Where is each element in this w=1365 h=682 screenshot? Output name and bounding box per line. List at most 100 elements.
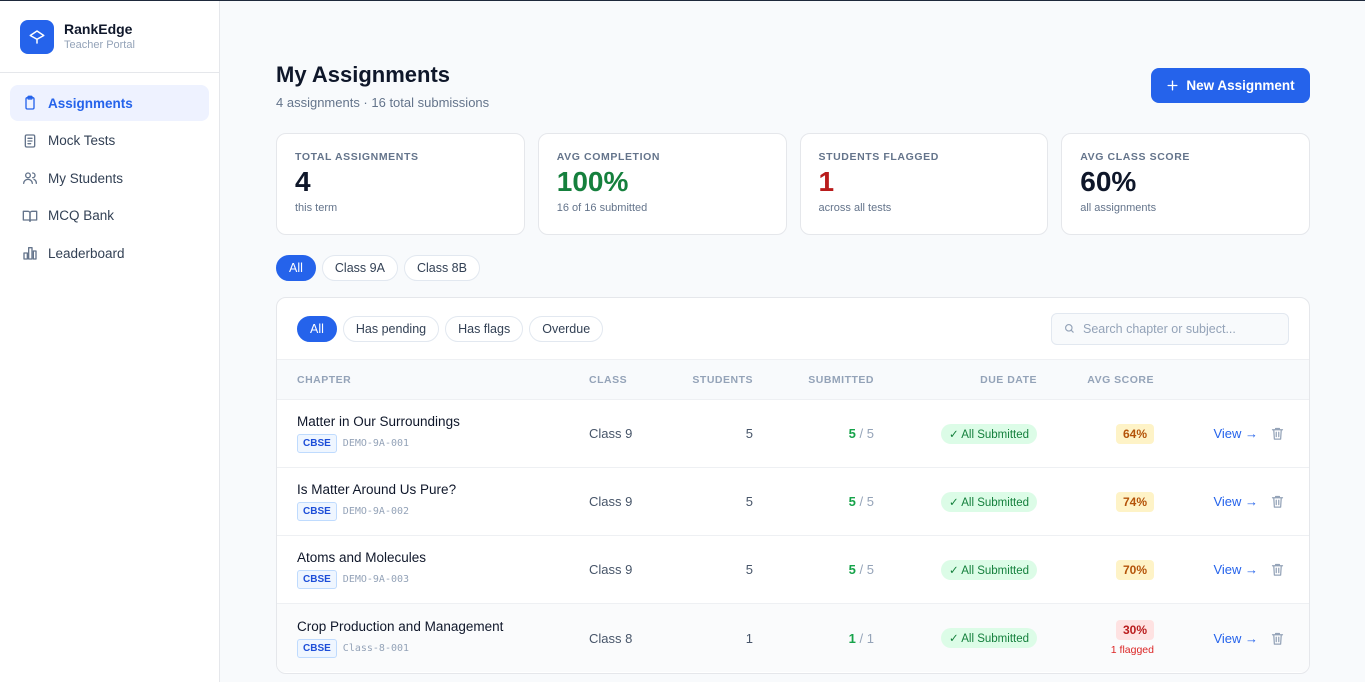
- score-badge: 74%: [1115, 491, 1154, 512]
- status-badge: ✓ All Submitted: [941, 491, 1037, 512]
- view-link[interactable]: View →: [1213, 562, 1258, 577]
- search-input[interactable]: [1083, 321, 1273, 336]
- class-cell: Class 8: [589, 630, 633, 646]
- sidebar-item-assignments[interactable]: Assignments: [10, 85, 209, 121]
- book-icon: [22, 210, 38, 222]
- sidebar-item-mock-tests[interactable]: Mock Tests: [10, 123, 209, 159]
- column-header-class[interactable]: CLASS: [589, 373, 628, 386]
- trash-icon[interactable]: [1270, 426, 1285, 441]
- stat-label: AVG CLASS SCORE: [1080, 151, 1190, 163]
- stat-note: this term: [295, 202, 338, 214]
- view-link[interactable]: View →: [1213, 494, 1258, 509]
- chapter-title: Atoms and Molecules: [297, 550, 427, 565]
- tab-class-9a[interactable]: Class 9A: [321, 255, 398, 281]
- students-cell: 5: [745, 562, 753, 577]
- column-header-students[interactable]: STUDENTS: [692, 373, 753, 386]
- submitted-count: 1: [848, 630, 856, 646]
- sidebar-item-label: Mock Tests: [48, 133, 116, 148]
- table-row[interactable]: Matter in Our Surroundings CBSE DEMO-9A-…: [277, 400, 1309, 468]
- status-badge: ✓ All Submitted: [941, 423, 1037, 444]
- assignment-code: DEMO-9A-003: [342, 574, 410, 585]
- stat-value: 60%: [1080, 166, 1137, 197]
- score-badge: 64%: [1115, 423, 1154, 444]
- assignments-table-card: All Has pending Has flags Overdue CHAPTE…: [276, 297, 1310, 674]
- stat-label: AVG COMPLETION: [556, 151, 661, 163]
- submitted-total: / 1: [859, 630, 874, 646]
- submitted-count: 5: [848, 562, 856, 577]
- column-header-due-date[interactable]: DUE DATE: [980, 373, 1037, 386]
- submitted-count: 5: [848, 426, 856, 441]
- submitted-cell: 5 / 5: [753, 562, 874, 577]
- stat-label: STUDENTS FLAGGED: [818, 151, 939, 163]
- table-row[interactable]: Is Matter Around Us Pure? CBSE DEMO-9A-0…: [277, 468, 1309, 536]
- sidebar-item-label: Assignments: [48, 95, 133, 111]
- stat-value: 4: [295, 166, 311, 197]
- score-badge: 70%: [1115, 559, 1154, 580]
- submitted-cell: 5 / 5: [753, 494, 874, 509]
- tab-class-all[interactable]: All: [276, 255, 316, 281]
- assignment-code: DEMO-9A-002: [342, 506, 410, 517]
- filter-bar: All Has pending Has flags Overdue: [277, 298, 1309, 360]
- column-header-avg-score[interactable]: AVG SCORE: [1087, 373, 1154, 386]
- page-subtitle: 4 assignments · 16 total submissions: [276, 95, 490, 110]
- chapter-title: Crop Production and Management: [297, 618, 504, 634]
- stat-value: 1: [818, 166, 835, 197]
- view-link[interactable]: View →: [1213, 426, 1258, 441]
- sidebar-nav: Assignments Mock Tests My Students MCQ B…: [0, 73, 219, 285]
- stat-card-total-assignments: TOTAL ASSIGNMENTS 4 this term: [276, 133, 525, 235]
- status-badge: ✓ All Submitted: [941, 628, 1037, 648]
- board-badge: CBSE: [297, 434, 337, 453]
- board-badge: CBSE: [297, 570, 337, 589]
- class-cell: Class 9: [589, 426, 633, 441]
- assignment-code: DEMO-9A-001: [342, 438, 410, 449]
- stats-row: TOTAL ASSIGNMENTS 4 this term AVG COMPLE…: [276, 133, 1310, 235]
- tab-class-8b[interactable]: Class 8B: [403, 255, 480, 281]
- sidebar-item-leaderboard[interactable]: Leaderboard: [10, 235, 209, 271]
- search-box: [1051, 312, 1289, 345]
- students-cell: 5: [745, 426, 753, 441]
- stat-card-avg-completion: AVG COMPLETION 100% 16 of 16 submitted: [537, 133, 787, 235]
- stat-note: all assignments: [1080, 202, 1157, 214]
- trash-icon[interactable]: [1270, 631, 1285, 646]
- filter-pills: All Has pending Has flags Overdue: [297, 315, 604, 342]
- brand: RankEdge Teacher Portal: [0, 1, 219, 73]
- class-cell: Class 9: [589, 562, 633, 577]
- sidebar-item-my-students[interactable]: My Students: [10, 160, 209, 196]
- stat-note: 16 of 16 submitted: [556, 202, 648, 214]
- trash-icon[interactable]: [1270, 562, 1285, 577]
- sidebar-item-mcq-bank[interactable]: MCQ Bank: [10, 198, 209, 234]
- search-icon: [1065, 324, 1074, 333]
- brand-name: RankEdge: [64, 21, 133, 37]
- new-assignment-label: New Assignment: [1186, 78, 1295, 93]
- filter-has-flags[interactable]: Has flags: [445, 315, 524, 342]
- assignment-code: Class-8-001: [342, 642, 410, 654]
- score-badge: 30%: [1115, 620, 1154, 640]
- flagged-note: 1 flagged: [1110, 644, 1154, 656]
- table-row[interactable]: Atoms and Molecules CBSE DEMO-9A-003 Cla…: [277, 536, 1309, 604]
- class-cell: Class 9: [589, 494, 633, 509]
- stat-label: TOTAL ASSIGNMENTS: [295, 151, 419, 163]
- sidebar-item-label: MCQ Bank: [48, 208, 115, 223]
- table-header: CHAPTER CLASS STUDENTS SUBMITTED DUE DAT…: [277, 360, 1309, 400]
- submitted-total: / 5: [859, 562, 874, 577]
- filter-overdue[interactable]: Overdue: [529, 315, 604, 342]
- submitted-cell: 5 / 5: [753, 426, 874, 441]
- brand-subtitle: Teacher Portal: [64, 39, 135, 51]
- rankedge-logo-icon: [20, 19, 54, 54]
- submitted-total: / 5: [859, 426, 874, 441]
- filter-all[interactable]: All: [297, 315, 337, 342]
- stat-card-students-flagged: STUDENTS FLAGGED 1 across all tests: [799, 133, 1049, 235]
- submitted-cell: 1 / 1: [753, 631, 874, 646]
- table-row[interactable]: Crop Production and Management CBSE Clas…: [277, 604, 1309, 672]
- page-title: My Assignments: [276, 62, 451, 87]
- sidebar-item-label: Leaderboard: [48, 245, 125, 261]
- new-assignment-button[interactable]: New Assignment: [1151, 68, 1310, 103]
- clipboard-icon: [25, 95, 35, 110]
- column-header-chapter[interactable]: CHAPTER: [297, 373, 352, 386]
- view-link[interactable]: View →: [1213, 630, 1258, 646]
- sidebar-item-label: My Students: [48, 170, 124, 186]
- sidebar: RankEdge Teacher Portal Assignments Mock…: [0, 1, 220, 682]
- trash-icon[interactable]: [1270, 494, 1285, 509]
- filter-has-pending[interactable]: Has pending: [342, 315, 440, 342]
- column-header-submitted[interactable]: SUBMITTED: [808, 373, 874, 386]
